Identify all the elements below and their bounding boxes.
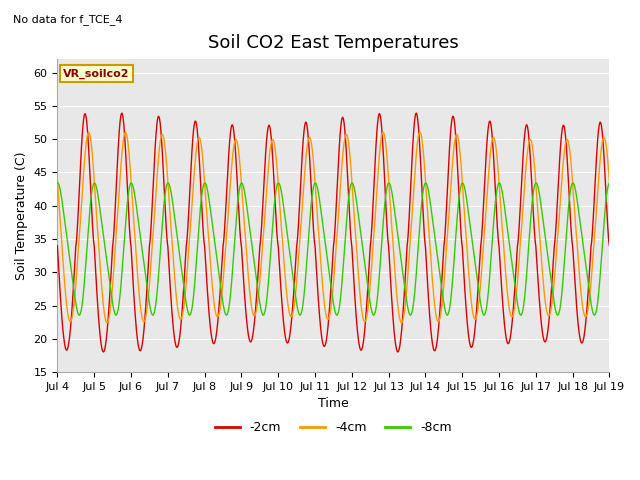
X-axis label: Time: Time xyxy=(318,397,349,410)
Text: No data for f_TCE_4: No data for f_TCE_4 xyxy=(13,14,122,25)
Legend: -2cm, -4cm, -8cm: -2cm, -4cm, -8cm xyxy=(210,416,457,439)
Title: Soil CO2 East Temperatures: Soil CO2 East Temperatures xyxy=(208,34,459,52)
Y-axis label: Soil Temperature (C): Soil Temperature (C) xyxy=(15,152,28,280)
Text: VR_soilco2: VR_soilco2 xyxy=(63,69,129,79)
